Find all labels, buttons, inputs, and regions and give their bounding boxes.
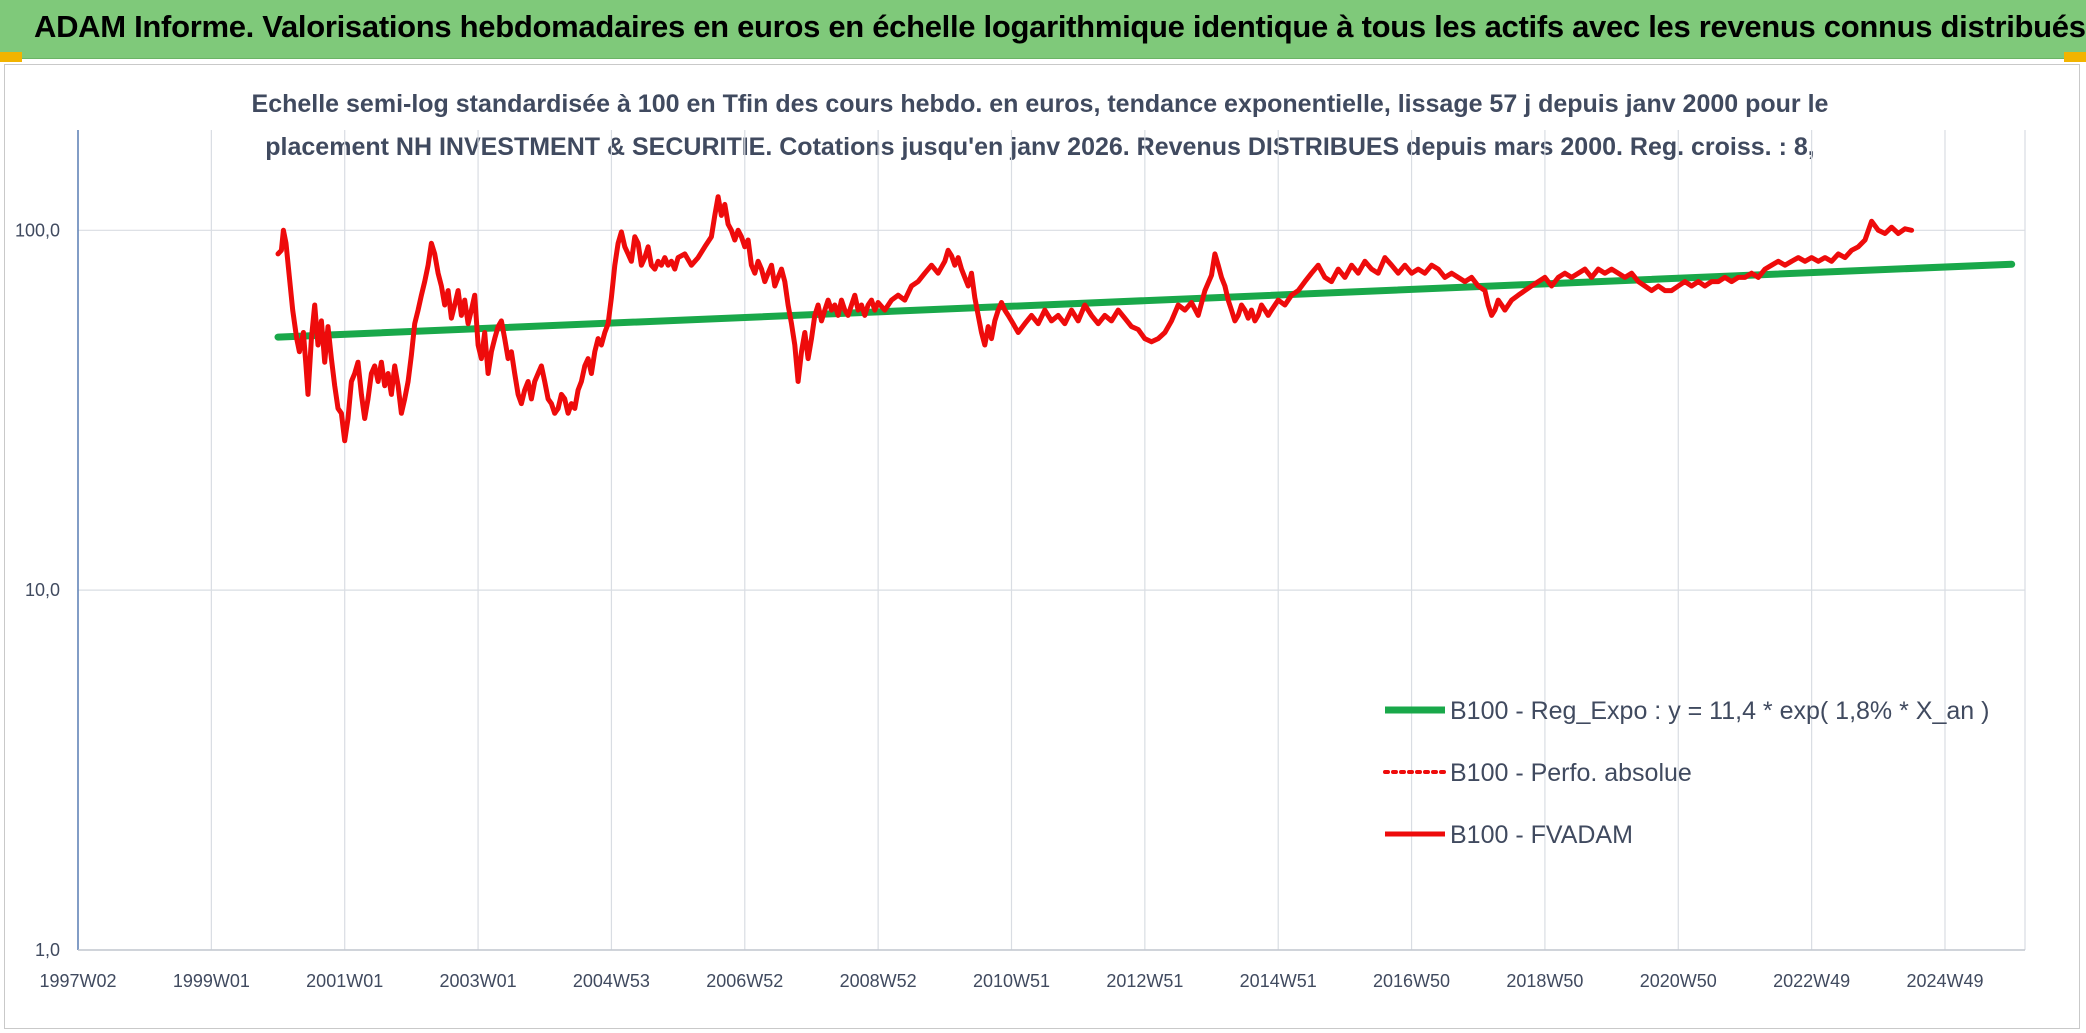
x-tick-label: 2020W50 — [1640, 971, 1717, 991]
y-tick-label: 1,0 — [35, 940, 60, 960]
x-tick-label: 2008W52 — [840, 971, 917, 991]
x-tick-label: 1999W01 — [173, 971, 250, 991]
chart-frame — [4, 64, 2080, 1029]
x-tick-label: 1997W02 — [39, 971, 116, 991]
x-tick-label: 2001W01 — [306, 971, 383, 991]
legend-label: B100 - Perfo. absolue — [1450, 759, 1692, 787]
chart-title-line-2: placement NH INVESTMENT & SECURITIE. Cot… — [265, 133, 1815, 161]
report-banner: ADAM Informe. Valorisations hebdomadaire… — [0, 0, 2086, 59]
x-tick-label: 2022W49 — [1773, 971, 1850, 991]
x-tick-label: 2004W53 — [573, 971, 650, 991]
x-tick-label: 2012W51 — [1106, 971, 1183, 991]
x-tick-label: 2010W51 — [973, 971, 1050, 991]
y-tick-label: 10,0 — [25, 580, 60, 600]
corner-marker-left — [0, 52, 22, 62]
x-tick-label: 2006W52 — [706, 971, 783, 991]
series-line-3 — [275, 194, 1915, 444]
x-tick-label: 2003W01 — [440, 971, 517, 991]
chart-title-line-1: Echelle semi-log standardisée à 100 en T… — [251, 90, 1829, 118]
x-tick-label: 2018W50 — [1506, 971, 1583, 991]
report-title: ADAM Informe. Valorisations hebdomadaire… — [34, 9, 2086, 44]
legend-label: B100 - FVADAM — [1450, 821, 1633, 849]
x-tick-label: 2014W51 — [1240, 971, 1317, 991]
corner-marker-right — [2064, 52, 2086, 62]
x-tick-label: 2024W49 — [1906, 971, 1983, 991]
x-tick-label: 2016W50 — [1373, 971, 1450, 991]
legend-label: B100 - Reg_Expo : y = 11,4 * exp( 1,8% *… — [1450, 697, 1989, 725]
y-tick-label: 100,0 — [15, 220, 60, 240]
